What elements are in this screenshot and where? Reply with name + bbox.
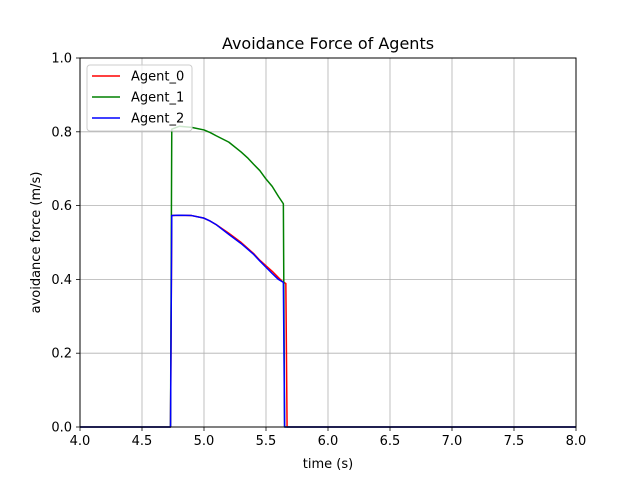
series-line-agent-2 (80, 214, 576, 428)
x-tick-label: 6.5 (380, 434, 401, 449)
y-tick-label: 0.2 (51, 347, 72, 362)
y-tick-label: 0.8 (51, 125, 72, 140)
chart-title: Avoidance Force of Agents (222, 34, 434, 53)
legend-box (86, 64, 193, 132)
y-tick-label: 0.6 (51, 199, 72, 214)
axis-ticks: 4.0 4.5 5.0 5.5 6.0 6.5 7.0 7.5 8.0 0.0 0.2 0.4 0.6 0… (51, 52, 586, 450)
legend-label: Agent_0 (131, 70, 184, 85)
x-tick-label: 5.0 (194, 434, 215, 449)
x-axis-label: time (s) (303, 457, 353, 472)
x-tick-label: 4.5 (132, 434, 153, 449)
y-axis-label: avoidance force (m/s) (29, 172, 44, 314)
y-tick-label: 0.0 (51, 421, 72, 436)
x-tick-label: 4.0 (70, 434, 91, 449)
legend: Agent_0 Agent_1 Agent_2 (86, 64, 193, 132)
x-tick-label: 8.0 (566, 434, 587, 449)
x-tick-label: 7.0 (442, 434, 463, 449)
x-tick-label: 5.5 (256, 434, 277, 449)
y-tick-label: 1.0 (51, 52, 72, 67)
legend-label: Agent_1 (131, 91, 184, 106)
x-tick-label: 7.5 (504, 434, 525, 449)
y-tick-label: 0.4 (51, 273, 72, 288)
legend-label: Agent_2 (131, 112, 184, 127)
x-tick-label: 6.0 (318, 434, 339, 449)
